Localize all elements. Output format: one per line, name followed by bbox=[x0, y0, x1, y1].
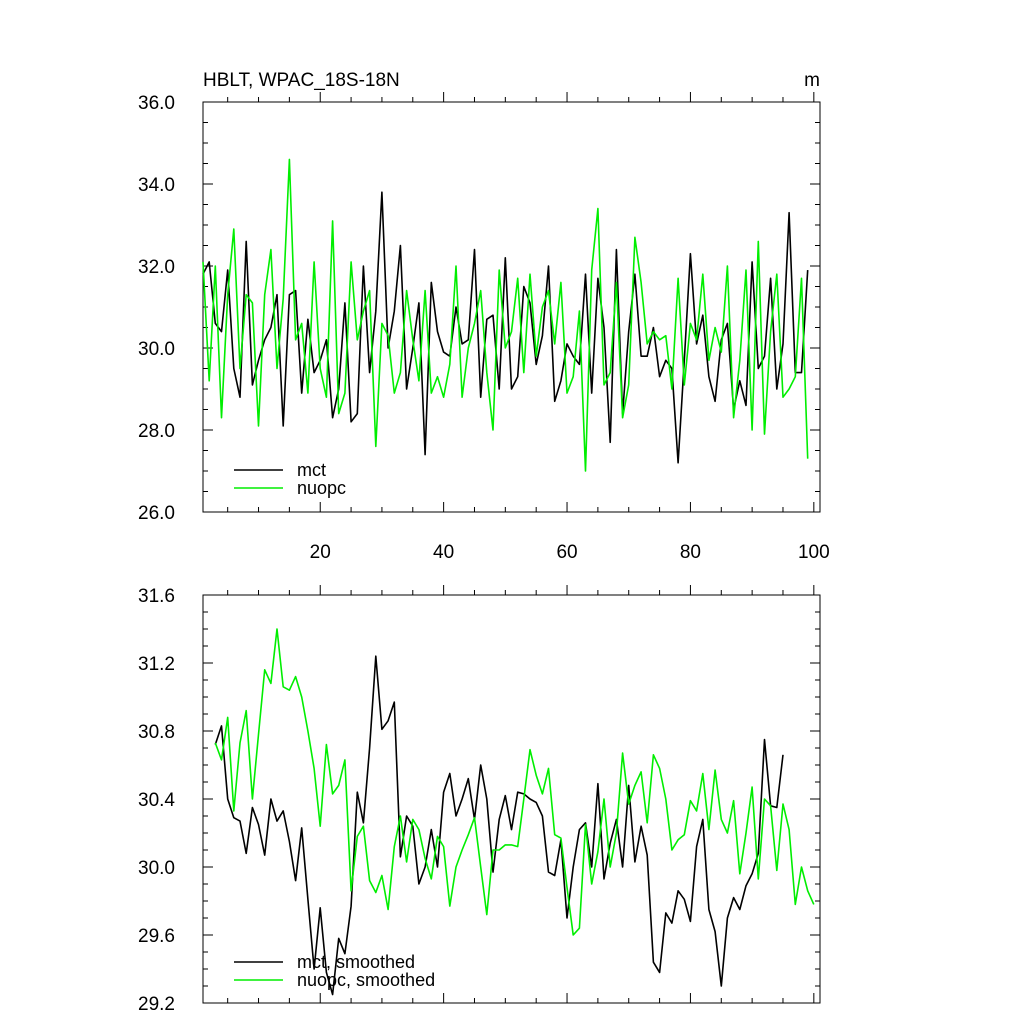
plot-frame bbox=[202, 594, 821, 1004]
legend-label: mct bbox=[297, 460, 326, 480]
y-tick-label: 29.6 bbox=[138, 926, 175, 947]
y-tick-label: 31.2 bbox=[138, 654, 175, 675]
y-tick-label: 26.0 bbox=[138, 503, 175, 524]
x-tick-label: 60 bbox=[556, 542, 577, 563]
y-tick-label: 30.8 bbox=[138, 722, 175, 743]
legend-label: nuopc bbox=[297, 478, 346, 498]
chart-title: HBLT, WPAC_18S-18N bbox=[203, 70, 400, 91]
y-tick-label: 36.0 bbox=[138, 93, 175, 114]
y-tick-label: 29.2 bbox=[138, 994, 175, 1015]
units-label: m bbox=[804, 70, 820, 91]
series-line-1 bbox=[214, 628, 815, 936]
bottom-panel: 29.2 29.6 30.0 30.4 30.8 31.2 31.6 mct, smoothe… bbox=[138, 585, 821, 1015]
plot-frame bbox=[202, 101, 821, 513]
y-tick-label: 30.4 bbox=[138, 790, 175, 811]
series-line-0 bbox=[202, 191, 809, 464]
series-line-0 bbox=[214, 655, 784, 996]
x-tick-label: 80 bbox=[680, 542, 701, 563]
x-tick-label: 100 bbox=[798, 542, 830, 563]
y-tick-label: 31.6 bbox=[138, 586, 175, 607]
series-line-1 bbox=[202, 158, 809, 472]
legend-label: mct, smoothed bbox=[297, 952, 415, 972]
y-tick-label: 30.0 bbox=[138, 858, 175, 879]
top-panel: 20 40 60 80 100 26.0 28.0 30.0 32.0 34.0 36.0 mctnu… bbox=[138, 92, 830, 563]
legend-label: nuopc, smoothed bbox=[297, 970, 435, 990]
x-tick-label: 20 bbox=[310, 542, 331, 563]
y-tick-label: 28.0 bbox=[138, 421, 175, 442]
x-tick-label: 40 bbox=[433, 542, 454, 563]
y-tick-label: 32.0 bbox=[138, 257, 175, 278]
y-tick-label: 30.0 bbox=[138, 339, 175, 360]
y-tick-label: 34.0 bbox=[138, 175, 175, 196]
